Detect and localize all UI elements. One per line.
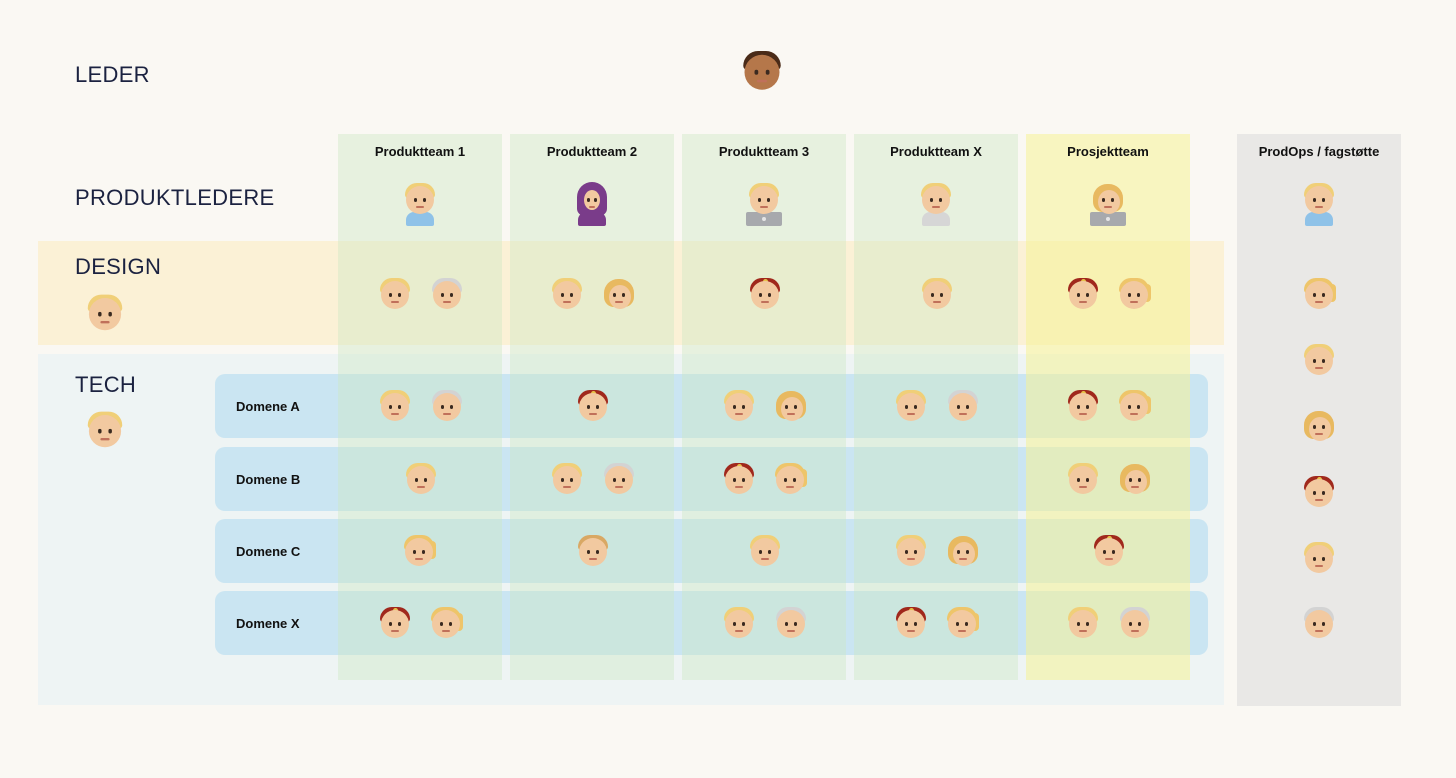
developer-avatar-icon (379, 606, 411, 640)
prodops-avatar-icon (1303, 277, 1336, 311)
designer-avatar-icon (1067, 277, 1099, 311)
developer-avatar-icon (774, 462, 807, 496)
column-header-1: Produktteam 1 (374, 144, 466, 159)
developer-avatar-icon (403, 534, 436, 568)
designer-avatar-icon (379, 277, 411, 311)
product-manager-prodops-icon (1299, 182, 1339, 228)
developer-avatar-icon (405, 462, 437, 496)
prodops-avatar-icon (1303, 606, 1335, 640)
developer-avatar-icon (723, 389, 755, 423)
designer-avatar-icon (749, 277, 781, 311)
product-manager-3-icon (744, 182, 784, 228)
developer-avatar-icon (775, 606, 807, 640)
domain-label-x: Domene X (236, 616, 300, 631)
developer-avatar-icon (1119, 462, 1151, 496)
developer-avatar-icon (947, 389, 979, 423)
column-header-2: Produktteam 2 (546, 144, 638, 159)
developer-avatar-icon (431, 389, 463, 423)
column-header-x: Produktteam X (890, 144, 982, 159)
column-header-3: Produktteam 3 (718, 144, 810, 159)
developer-avatar-icon (379, 389, 411, 423)
developer-avatar-icon (723, 462, 755, 496)
developer-avatar-icon (1067, 606, 1099, 640)
developer-avatar-icon (577, 534, 609, 568)
developer-avatar-icon (1093, 534, 1125, 568)
designer-avatar-icon (921, 277, 953, 311)
product-manager-1-icon (400, 182, 440, 228)
developer-avatar-icon (430, 606, 463, 640)
designer-avatar-icon (431, 277, 463, 311)
row-label-design: DESIGN (75, 254, 162, 279)
domain-label-c: Domene C (236, 544, 301, 559)
developer-avatar-icon (946, 606, 979, 640)
developer-avatar-icon (1067, 389, 1099, 423)
column-header-project: Prosjektteam (1067, 144, 1149, 159)
developer-avatar-icon (1067, 462, 1099, 496)
developer-avatar-icon (551, 462, 583, 496)
product-manager-x-icon (916, 182, 956, 228)
product-manager-2-icon (572, 182, 612, 228)
developer-avatar-icon (1119, 606, 1151, 640)
prodops-avatar-icon (1303, 475, 1335, 509)
developer-avatar-icon (895, 534, 927, 568)
developer-avatar-icon (1118, 389, 1151, 423)
designer-avatar-icon (603, 277, 635, 311)
designer-avatar-icon (1118, 277, 1151, 311)
prodops-avatar-icon (1303, 409, 1335, 443)
developer-avatar-icon (947, 534, 979, 568)
row-label-leder: LEDER (75, 62, 150, 87)
prodops-avatar-icon (1303, 541, 1335, 575)
design-lead-avatar-icon (87, 293, 124, 332)
developer-avatar-icon (577, 389, 609, 423)
row-label-produktledere: PRODUKTLEDERE (75, 185, 275, 210)
developer-avatar-icon (749, 534, 781, 568)
designer-avatar-icon (551, 277, 583, 311)
developer-avatar-icon (603, 462, 635, 496)
prodops-avatar-icon (1303, 343, 1335, 377)
domain-label-a: Domene A (236, 399, 300, 414)
leader-avatar-icon (742, 50, 782, 93)
row-label-tech: TECH (75, 372, 137, 397)
developer-avatar-icon (895, 389, 927, 423)
developer-avatar-icon (723, 606, 755, 640)
tech-lead-avatar-icon (87, 410, 124, 449)
developer-avatar-icon (895, 606, 927, 640)
developer-avatar-icon (775, 389, 807, 423)
product-manager-project-icon (1088, 182, 1128, 228)
domain-label-b: Domene B (236, 472, 301, 487)
column-header-prodops: ProdOps / fagstøtte (1258, 144, 1380, 159)
